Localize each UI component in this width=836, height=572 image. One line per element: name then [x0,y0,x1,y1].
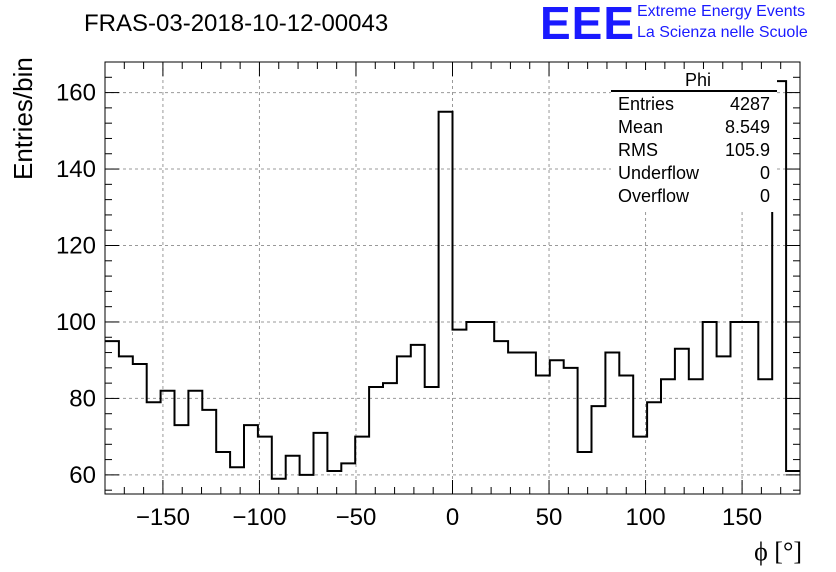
x-tick-label: −150 [136,504,190,531]
y-tick-label: 140 [56,156,96,183]
histogram-outline [105,80,800,480]
stats-row-label: Entries [618,94,674,114]
stats-row-value: 0 [760,163,770,183]
stats-box-bg [611,70,777,212]
x-tick-label: 100 [626,504,666,531]
axis-ticks [104,61,801,494]
stats-box: Phi Entries 4287 Mean 8.549 RMS 105.9 Underflow… [611,70,777,212]
y-axis-label: Entries/bin [8,57,38,180]
y-tick-label: 60 [69,462,96,489]
y-tick-label: 100 [56,309,96,336]
stats-row-value: 0 [760,186,770,206]
stats-box-title: Phi [685,70,711,90]
stats-row-label: Underflow [618,163,700,183]
y-tick-label: 80 [69,385,96,412]
stats-row-label: RMS [618,140,658,160]
y-tick-label: 160 [56,80,96,107]
chart-title: FRAS-03-2018-10-12-00043 [84,10,389,37]
y-tick-label: 120 [56,233,96,260]
x-tick-label: 150 [722,504,762,531]
x-tick-label: 50 [536,504,563,531]
stats-row-value: 4287 [730,94,770,114]
y-tick-labels: 60 80 100 120 140 160 [56,80,96,489]
x-tick-label: −100 [232,504,286,531]
x-tick-label: 0 [446,504,459,531]
eee-logo: EEE [540,0,636,49]
logo-subtitle-line1: Extreme Energy Events [637,3,806,20]
stats-row-value: 105.9 [725,140,770,160]
stats-row-label: Mean [618,117,663,137]
x-tick-label: −50 [336,504,377,531]
x-axis-label: ϕ [°] [754,537,802,566]
x-tick-labels: −150 −100 −50 0 50 100 150 [136,504,762,531]
stats-row-value: 8.549 [725,117,770,137]
stats-row-label: Overflow [618,186,690,206]
logo-subtitle-line2: La Scienza nelle Scuole [637,24,808,41]
